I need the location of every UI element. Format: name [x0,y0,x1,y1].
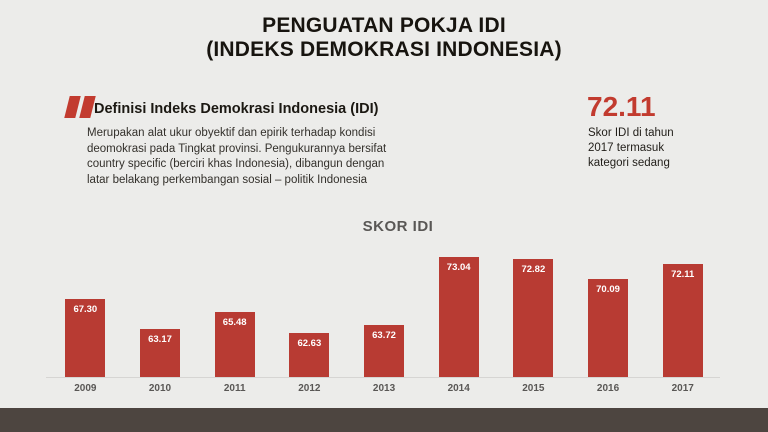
bar-value-label: 63.17 [148,333,172,345]
bar-group-2011: 65.48 [197,252,272,377]
bar-value-label: 73.04 [446,262,471,274]
bar-chart: 67.30 63.17 65.48 62.63 63.72 73.04 72.82 70.09… [48,252,720,377]
bar-group-2017: 72.11 [645,252,720,377]
bar-value-label: 63.72 [372,329,396,341]
chart-title: SKOR IDI [362,218,434,235]
quote-mark-left [64,96,81,118]
bar-2017: 72.11 [662,264,703,377]
x-axis-label-2015: 2015 [522,383,545,394]
x-axis-label-2014: 2014 [447,383,470,394]
bar-2012: 62.63 [289,332,330,377]
x-axis-label-2011: 2011 [223,383,246,394]
stat-caption-line: Skor IDI di tahun [588,127,674,139]
x-axis-label-2016: 2016 [596,383,620,394]
bar-value-label: 70.09 [596,283,620,295]
definition-body: Merupakan alat ukur obyektif dan epirik … [87,126,386,188]
bar-group-2015: 72.82 [496,252,571,377]
double-quote-icon [64,96,96,118]
bar-group-2013: 63.72 [347,252,422,377]
bar-2015: 72.82 [513,258,554,377]
bar-2010: 63.17 [140,328,180,377]
stat-value: 72.11 [587,91,656,122]
bar-2014: 73.04 [438,257,479,377]
bar-group-2016: 70.09 [571,252,646,377]
stat-caption-line: kategori sedang [588,157,670,169]
x-axis-labels: 2009 2010 2011 2012 2013 2014 2015 2016 2017 [48,383,720,394]
bar-value-label: 67.30 [73,303,98,315]
x-axis-label-2010: 2010 [148,383,172,394]
page-title-line-1: PENGUATAN POKJA IDI [262,14,506,37]
bar-group-2014: 73.04 [421,252,496,377]
x-axis-label-2013: 2013 [372,383,396,394]
bar-value-label: 72.82 [521,263,546,275]
page-title-line-2: (INDEKS DEMOKRASI INDONESIA) [206,38,562,61]
bar-group-2010: 63.17 [123,252,198,377]
bar-2013: 63.72 [364,324,405,377]
x-axis-line [46,377,720,378]
bar-2011: 65.48 [214,312,255,377]
stat-caption-line: 2017 termasuk [588,142,665,154]
x-axis-label-2009: 2009 [74,383,97,394]
footer-bar [0,408,768,432]
definition-heading: Definisi Indeks Demokrasi Indonesia (IDI… [94,101,379,117]
definition-body-line: country specific (berciri khas Indonesia… [87,158,385,170]
stat-caption: Skor IDI di tahun 2017 termasuk kategori… [588,126,674,171]
bar-2016: 70.09 [588,278,629,377]
x-axis-label-2012: 2012 [298,383,321,394]
bar-value-label: 65.48 [222,317,247,328]
page-title: PENGUATAN POKJA IDI (INDEKS DEMOKRASI IN… [0,14,768,62]
bar-value-label: 72.11 [671,269,695,281]
bar-group-2009: 67.30 [48,252,123,377]
definition-body-line: Merupakan alat ukur obyektif dan epirik … [87,127,376,139]
bar-group-2012: 62.63 [272,252,347,377]
definition-body-line: latar belakang perkembangan sosial – pol… [87,173,368,186]
bar-2009: 67.30 [65,298,106,377]
definition-body-line: deomokrasi pada Tingkat provinsi. Penguk… [87,142,387,155]
bar-value-label: 62.63 [297,337,322,349]
x-axis-label-2017: 2017 [671,383,694,394]
